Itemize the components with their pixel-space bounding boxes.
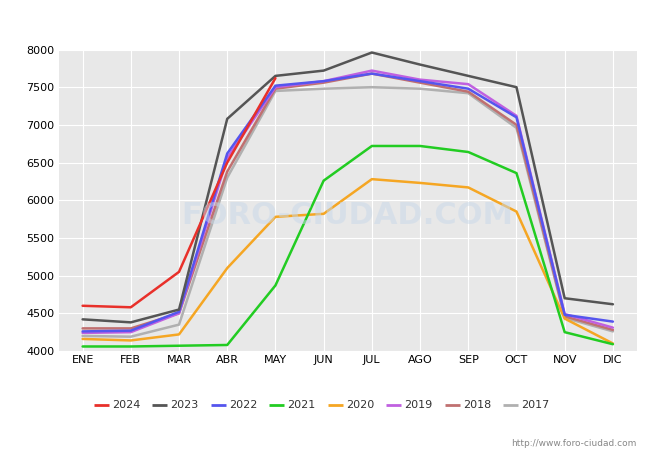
- Text: 2020: 2020: [346, 400, 374, 410]
- Text: 2019: 2019: [404, 400, 433, 410]
- Text: 2022: 2022: [229, 400, 257, 410]
- Text: 2021: 2021: [287, 400, 316, 410]
- Text: 2017: 2017: [521, 400, 550, 410]
- Text: http://www.foro-ciudad.com: http://www.foro-ciudad.com: [512, 439, 637, 448]
- Text: Afiliados en Pollença a 31/5/2024: Afiliados en Pollença a 31/5/2024: [187, 8, 463, 26]
- Text: FORO-CIUDAD.COM: FORO-CIUDAD.COM: [182, 201, 514, 230]
- Text: 2024: 2024: [112, 400, 140, 410]
- Text: 2023: 2023: [170, 400, 199, 410]
- Text: 2018: 2018: [463, 400, 491, 410]
